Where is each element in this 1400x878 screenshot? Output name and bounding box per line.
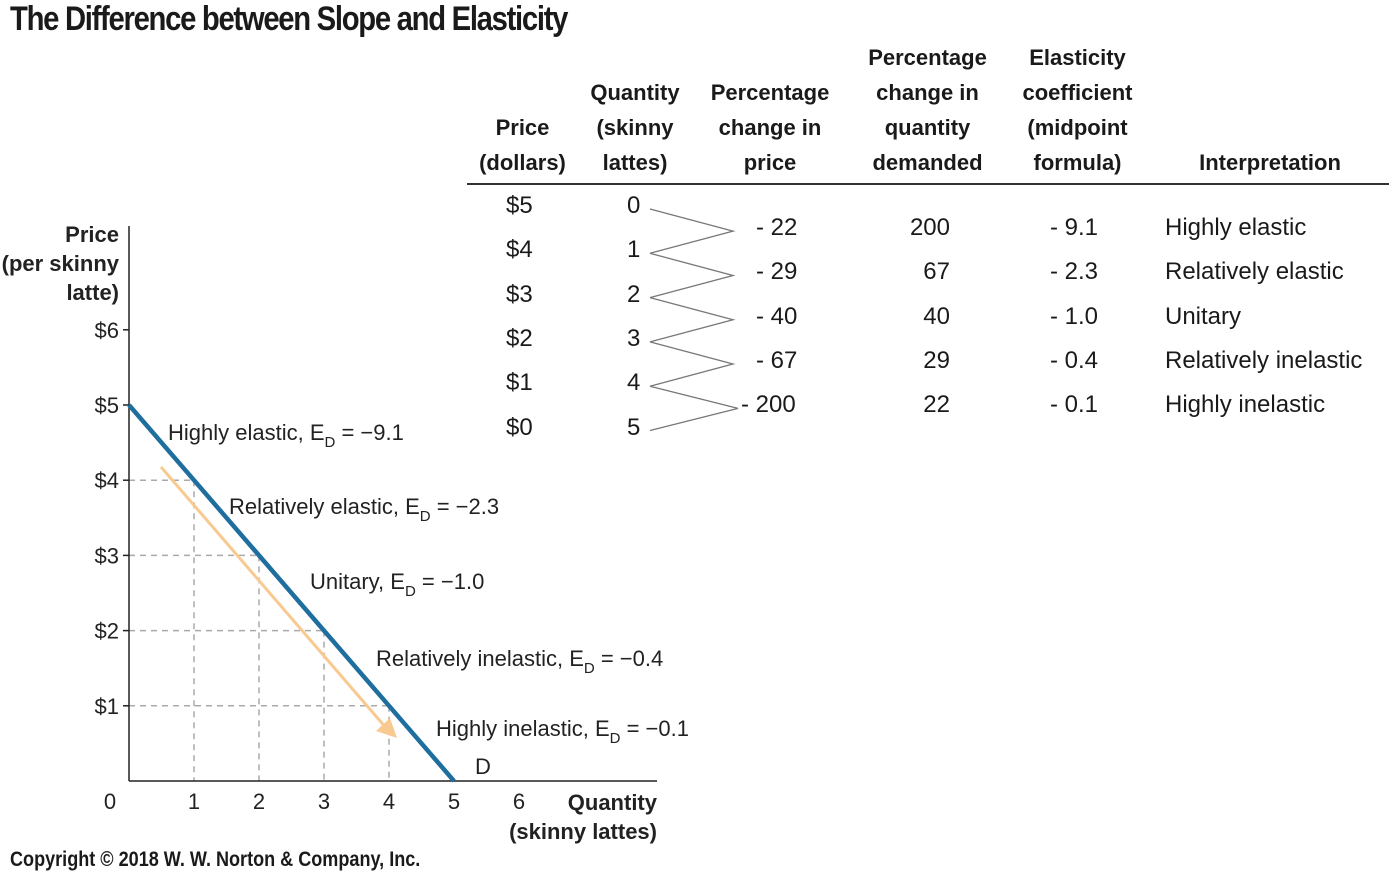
connector-line: [649, 341, 736, 387]
y-axis-label: latte): [66, 280, 119, 305]
header-quantity: Quantity (skinny lattes): [590, 80, 680, 175]
interpretation-cell: Highly inelastic: [1165, 391, 1326, 419]
header-elasticity: Elasticity coefficient (midpoint formula…: [1022, 45, 1133, 175]
price-cell: $5: [506, 192, 533, 219]
x-tick-label: 1: [188, 789, 200, 814]
pct-price-cell: - 29: [756, 258, 798, 286]
price-cell: $4: [506, 236, 533, 264]
elasticity-annotation: Relatively elastic, ED = −2.3: [229, 494, 499, 525]
header-interpretation: Interpretation: [1199, 150, 1341, 175]
y-tick-label: $3: [95, 543, 119, 568]
quantity-cell: 1: [627, 236, 641, 264]
x-tick-label: 5: [448, 789, 460, 814]
pct-qty-cell: 200: [909, 214, 950, 241]
price-cell: $2: [506, 324, 533, 352]
y-tick-label: $6: [95, 318, 119, 343]
quantity-cell: 2: [627, 280, 641, 308]
connector-line: [649, 252, 736, 299]
elasticity-cell: - 0.1: [1050, 391, 1099, 419]
x-axis-label: Quantity: [568, 790, 658, 815]
elasticity-annotation: Unitary, ED = −1.0: [310, 569, 484, 600]
pct-qty-cell: 40: [923, 302, 950, 330]
elasticity-arrow-head: [376, 718, 397, 738]
pct-qty-cell: 29: [923, 346, 950, 374]
pct-price-cell: - 67: [756, 346, 798, 374]
interpretation-cell: Highly elastic: [1165, 214, 1307, 241]
quantity-cell: 5: [627, 413, 641, 441]
connector-line: [649, 208, 736, 254]
y-tick-label: $1: [95, 694, 119, 719]
price-cell: $1: [506, 369, 533, 397]
x-tick-label: 6: [513, 789, 525, 814]
quantity-cell: 3: [627, 324, 641, 352]
figure-title: The Difference between Slope and Elastic…: [10, 0, 568, 38]
y-axis-label: Price: [65, 222, 119, 247]
y-axis-label: (per skinny: [2, 251, 120, 276]
x-axis-label: (skinny lattes): [509, 819, 657, 844]
header-rule: [467, 183, 1389, 185]
header-pct-qty: Percentage change in quantity demanded: [868, 45, 987, 175]
x-tick-label: 2: [253, 789, 265, 814]
copyright: Copyright © 2018 W. W. Norton & Company,…: [10, 848, 421, 871]
interpretation-cell: Relatively elastic: [1165, 258, 1344, 286]
x-tick-label: 3: [318, 789, 330, 814]
y-tick-label: $5: [95, 393, 119, 418]
interpretation-cell: Unitary: [1165, 302, 1242, 330]
elasticity-annotation: Highly inelastic, ED = −0.1: [436, 716, 689, 747]
demand-curve-label: D: [475, 754, 491, 779]
pct-qty-cell: 22: [923, 391, 950, 419]
interpretation-cell: Relatively inelastic: [1165, 346, 1363, 374]
pct-price-cell: - 22: [756, 214, 798, 241]
elasticity-cell: - 2.3: [1050, 258, 1099, 286]
header-price: Price (dollars): [479, 115, 566, 175]
y-tick-label: $2: [95, 619, 119, 644]
quantity-cell: 0: [627, 192, 641, 219]
elasticity-annotation: Relatively inelastic, ED = −0.4: [376, 646, 663, 677]
connector-line: [649, 385, 739, 432]
elasticity-cell: - 9.1: [1050, 214, 1099, 241]
elasticity-arrow: [159, 466, 389, 730]
header-pct-price: Percentage change in price: [710, 80, 830, 175]
quantity-cell: 4: [627, 369, 641, 397]
elasticity-annotation: Highly elastic, ED = −9.1: [168, 420, 404, 451]
elasticity-cell: - 0.4: [1050, 346, 1099, 374]
pct-qty-cell: 67: [923, 258, 950, 286]
pct-price-cell: - 200: [741, 391, 796, 419]
y-tick-label: $4: [95, 468, 119, 493]
price-cell: $3: [506, 280, 533, 308]
elasticity-cell: - 1.0: [1050, 302, 1099, 330]
price-cell: $0: [506, 413, 533, 441]
x-tick-label: 4: [383, 789, 395, 814]
connector-line: [649, 296, 736, 343]
pct-price-cell: - 40: [756, 302, 798, 330]
demand-curve: [127, 403, 456, 783]
x-tick-label: 0: [104, 789, 116, 814]
